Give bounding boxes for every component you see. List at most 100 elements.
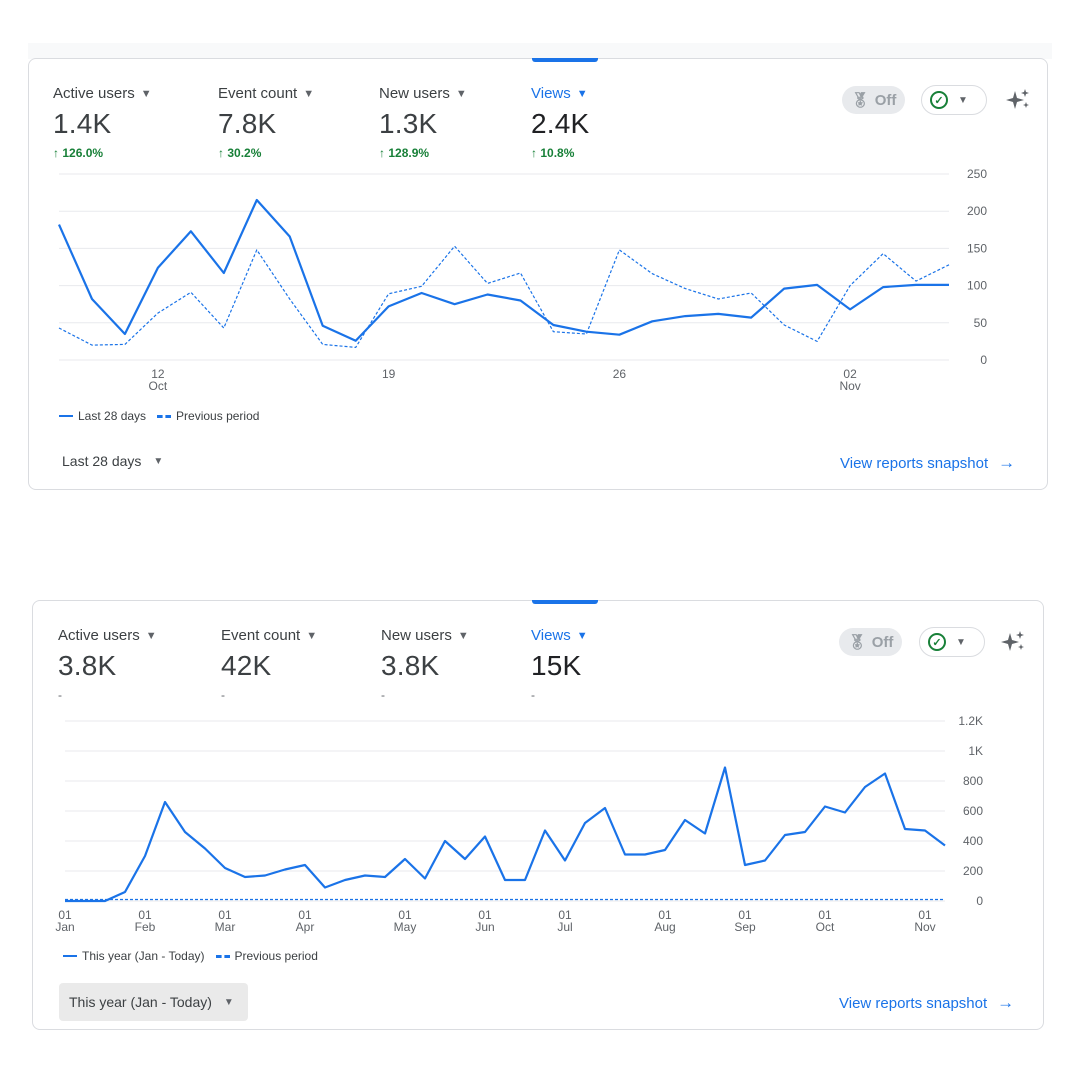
- legend-solid-swatch: [59, 415, 73, 417]
- date-range-dropdown[interactable]: This year (Jan - Today) ▼: [59, 983, 248, 1021]
- metric-label: Event count: [221, 627, 301, 644]
- sparkle-icon[interactable]: [1005, 87, 1031, 113]
- metric-value: 3.8K: [381, 650, 440, 681]
- y-tick-label: 200: [967, 204, 987, 218]
- metric-event-count[interactable]: Event count ▼ 7.8K ↑ 30.2%: [218, 85, 314, 160]
- metric-label: Views: [531, 627, 571, 644]
- x-tick-label-month: Nov: [914, 920, 935, 934]
- arrow-right-icon: →: [997, 993, 1015, 1012]
- legend-previous-label: Previous period: [234, 949, 318, 963]
- metric-delta: ↑ 30.2%: [218, 146, 262, 160]
- metric-active-users[interactable]: Active users ▼ 3.8K -: [58, 627, 157, 702]
- arrow-right-icon: →: [998, 453, 1016, 472]
- x-tick-label-month: May: [394, 920, 417, 934]
- line-chart-this-year: 02004006008001K1.2K01Jan01Feb01Mar01Apr0…: [55, 714, 983, 934]
- metric-label: Active users: [53, 85, 135, 102]
- metric-new-users[interactable]: New users ▼ 1.3K ↑ 128.9%: [379, 85, 467, 160]
- metric-delta: -: [221, 688, 225, 702]
- series-line-current-period: [57, 198, 949, 342]
- y-tick-label: 800: [963, 774, 983, 788]
- y-tick-label: 100: [967, 279, 987, 293]
- y-tick-label: 1K: [968, 744, 983, 758]
- metric-value: 7.8K: [218, 108, 277, 139]
- top-strip: [28, 43, 1052, 59]
- y-tick-label: 0: [980, 353, 987, 367]
- caret-down-icon: ▼: [145, 629, 157, 642]
- metric-event-count[interactable]: Event count ▼ 42K -: [221, 627, 317, 702]
- caret-down-icon: ▼: [576, 87, 588, 100]
- caret-down-icon: ▼: [140, 87, 152, 100]
- data-quality-dropdown[interactable]: ✓ ▼: [921, 85, 987, 115]
- x-tick-label-day: 01: [218, 908, 232, 922]
- metric-views[interactable]: Views ▼ 2.4K ↑ 10.8%: [531, 85, 589, 160]
- snapshot-link-label: View reports snapshot: [840, 454, 989, 472]
- x-tick-label-day: 12: [151, 367, 165, 381]
- active-metric-indicator: [532, 600, 598, 604]
- insights-off-chip[interactable]: 🏅︎ Off: [839, 628, 902, 656]
- x-tick-label-day: 01: [818, 908, 832, 922]
- check-circle-icon: ✓: [928, 633, 946, 651]
- caret-down-icon: ▼: [306, 629, 318, 642]
- y-tick-label: 0: [976, 894, 983, 908]
- sparkle-icon[interactable]: [1000, 629, 1026, 655]
- y-tick-label: 150: [967, 241, 987, 255]
- metric-label: Active users: [58, 627, 140, 644]
- date-range-dropdown[interactable]: Last 28 days ▼: [62, 453, 163, 469]
- x-tick-label-day: 01: [398, 908, 412, 922]
- active-metric-indicator: [532, 58, 598, 62]
- x-tick-label-month: Oct: [816, 920, 835, 934]
- caret-down-icon: ▼: [223, 996, 234, 1008]
- x-tick-label-month: Mar: [215, 920, 236, 934]
- x-tick-label-day: 01: [738, 908, 752, 922]
- y-tick-label: 200: [963, 864, 983, 878]
- metric-value: 1.4K: [53, 108, 112, 139]
- metric-views[interactable]: Views ▼ 15K -: [531, 627, 588, 702]
- metric-label: Views: [531, 85, 571, 102]
- y-tick-label: 400: [963, 834, 983, 848]
- caret-down-icon: ▼: [956, 636, 966, 648]
- overview-card-this-year: Active users ▼ 3.8K - Event count ▼ 42K - …: [32, 600, 1044, 1030]
- metric-label: New users: [381, 627, 452, 644]
- metric-delta: -: [58, 688, 62, 702]
- legend-solid-swatch: [63, 955, 77, 957]
- metric-new-users[interactable]: New users ▼ 3.8K -: [381, 627, 469, 702]
- medal-icon: 🏅︎: [847, 634, 867, 651]
- y-tick-label: 250: [967, 167, 987, 181]
- metric-delta: ↑ 126.0%: [53, 146, 104, 160]
- y-tick-label: 1.2K: [958, 714, 983, 728]
- metric-delta: ↑ 10.8%: [531, 146, 575, 160]
- metric-value: 1.3K: [379, 108, 438, 139]
- metric-label: Event count: [218, 85, 298, 102]
- x-tick-label-day: 01: [558, 908, 572, 922]
- view-reports-snapshot-link[interactable]: View reports snapshot →: [840, 453, 1015, 473]
- x-tick-label-day: 19: [382, 367, 396, 381]
- data-quality-dropdown[interactable]: ✓ ▼: [919, 627, 985, 657]
- legend-current-label: Last 28 days: [78, 409, 147, 423]
- legend-dashed-swatch: [157, 414, 172, 418]
- x-tick-label-day: 01: [478, 908, 492, 922]
- x-tick-label-month: Jun: [475, 920, 494, 934]
- snapshot-link-label: View reports snapshot: [839, 994, 988, 1012]
- date-range-label: This year (Jan - Today): [69, 994, 212, 1010]
- caret-down-icon: ▼: [457, 629, 469, 642]
- legend-current-label: This year (Jan - Today): [82, 949, 205, 963]
- x-tick-label-day: 01: [658, 908, 672, 922]
- metric-active-users[interactable]: Active users ▼ 1.4K ↑ 126.0%: [53, 85, 152, 160]
- view-reports-snapshot-link[interactable]: View reports snapshot →: [839, 993, 1014, 1013]
- metric-delta: -: [531, 688, 535, 702]
- legend-previous-label: Previous period: [176, 409, 260, 423]
- series-line-previous-period: [58, 245, 950, 348]
- x-tick-label-month: Oct: [149, 379, 168, 393]
- insights-off-chip[interactable]: 🏅︎ Off: [842, 86, 905, 114]
- series-line-current-period: [65, 766, 946, 903]
- x-tick-label-day: 01: [918, 908, 932, 922]
- y-tick-label: 600: [963, 804, 983, 818]
- medal-icon: 🏅︎: [850, 92, 870, 109]
- x-tick-label-day: 01: [138, 908, 152, 922]
- chart-legend: This year (Jan - Today) Previous period: [63, 949, 318, 963]
- x-tick-label-month: Aug: [654, 920, 675, 934]
- x-tick-label-day: 01: [298, 908, 312, 922]
- x-tick-label-month: Sep: [734, 920, 756, 934]
- metric-value: 3.8K: [58, 650, 117, 681]
- x-tick-label-month: Jul: [557, 920, 572, 934]
